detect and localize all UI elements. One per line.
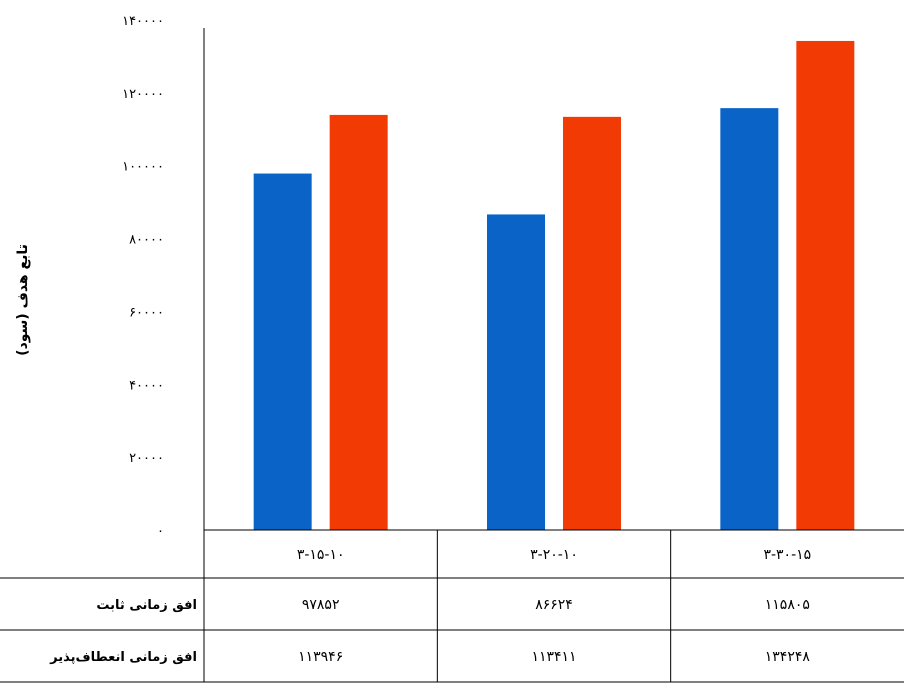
bar-fixed-3	[720, 108, 779, 531]
x-tick-label: ۳-۳۰-۱۵	[763, 547, 811, 563]
y-axis-ticks: ۰ ۲۰۰۰۰ ۴۰۰۰۰ ۶۰۰۰۰ ۸۰۰۰۰ ۱۰۰۰۰۰ ۱۲۰۰۰۰ ۱۴۰۰۰۰	[122, 14, 164, 539]
x-tick-label: ۳-۲۰-۱۰	[530, 547, 578, 563]
series-row-label: افق زمانی ثابت	[96, 598, 197, 613]
y-tick-label: ۱۰۰۰۰۰	[122, 160, 164, 175]
data-cell: ۱۱۵۸۰۵	[765, 597, 810, 613]
series-row-label: افق زمانی انعطاف‌پذیر	[49, 650, 197, 665]
bar-fixed-2	[487, 214, 545, 530]
y-tick-label: ۲۰۰۰۰	[129, 451, 164, 466]
y-tick-label: ۱۲۰۰۰۰	[122, 87, 164, 102]
data-cell: ۸۶۶۲۴	[535, 597, 573, 613]
y-tick-label: ۰	[157, 524, 164, 539]
bar-fixed-1	[253, 173, 312, 531]
y-axis-label: تابع هدف (سود)	[15, 244, 31, 356]
bar-flexible-1	[329, 114, 388, 530]
data-cell: ۱۳۴۲۴۸	[765, 649, 811, 665]
x-tick-label: ۳-۱۵-۱۰	[297, 547, 345, 563]
bar-flexible-3	[796, 40, 855, 531]
data-cell: ۹۷۸۵۲	[302, 597, 340, 613]
data-cell: ۱۱۳۹۴۶	[298, 649, 343, 665]
y-tick-label: ۶۰۰۰۰	[129, 305, 164, 320]
data-cell: ۱۱۳۴۱۱	[531, 649, 576, 665]
y-tick-label: ۴۰۰۰۰	[129, 378, 164, 393]
y-tick-label: ۸۰۰۰۰	[129, 233, 164, 248]
bars	[253, 40, 855, 531]
bar-flexible-2	[563, 116, 621, 531]
y-tick-label: ۱۴۰۰۰۰	[122, 14, 164, 29]
data-table: ۳-۱۵-۱۰ ۳-۲۰-۱۰ ۳-۳۰-۱۵ افق زمانی ثابت ۹۷۸۵۲…	[0, 529, 904, 683]
